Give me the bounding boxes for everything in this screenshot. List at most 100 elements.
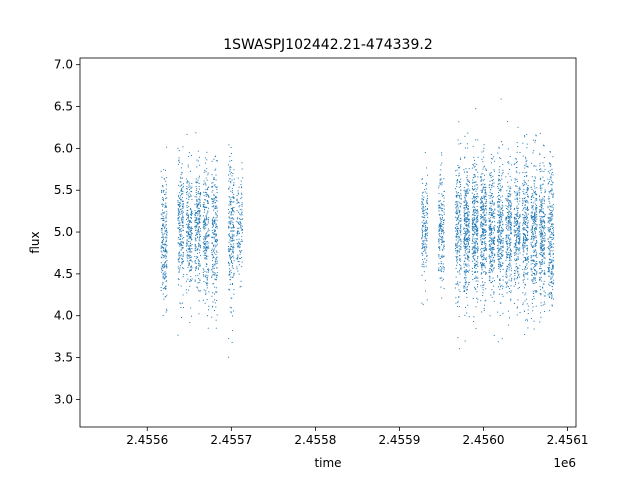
- data-point: [214, 241, 216, 243]
- data-point: [187, 278, 189, 280]
- data-point: [459, 254, 461, 256]
- data-point: [518, 249, 520, 251]
- data-point: [468, 226, 470, 228]
- data-point: [180, 217, 182, 219]
- data-point: [481, 196, 483, 198]
- data-point: [497, 206, 499, 208]
- data-point: [457, 250, 459, 252]
- data-point: [463, 266, 465, 268]
- data-point: [185, 249, 187, 251]
- data-point: [548, 182, 550, 184]
- data-point: [524, 294, 526, 296]
- data-point: [204, 243, 206, 245]
- data-point: [203, 226, 205, 228]
- data-point: [549, 235, 551, 237]
- data-point: [202, 271, 204, 273]
- data-point: [455, 255, 457, 257]
- data-point: [213, 246, 215, 248]
- data-point: [509, 256, 511, 258]
- data-point: [474, 162, 476, 164]
- data-point: [488, 213, 490, 215]
- data-point: [214, 212, 216, 214]
- data-point: [506, 252, 508, 254]
- data-point: [534, 191, 536, 193]
- data-point: [188, 219, 190, 221]
- data-point: [204, 224, 206, 226]
- data-point: [186, 181, 188, 183]
- data-point: [490, 266, 492, 268]
- data-point: [468, 284, 470, 286]
- data-point: [532, 241, 534, 243]
- data-point: [523, 188, 525, 190]
- data-point: [439, 224, 441, 226]
- data-point: [216, 192, 218, 193]
- data-point: [471, 243, 473, 245]
- data-point: [182, 200, 184, 202]
- data-point: [182, 219, 184, 221]
- data-point: [532, 255, 534, 257]
- data-point: [532, 231, 534, 233]
- data-point: [206, 243, 208, 245]
- data-point: [465, 222, 467, 224]
- data-point: [205, 233, 207, 235]
- data-point: [178, 192, 180, 194]
- data-point: [549, 293, 551, 295]
- data-point: [514, 224, 516, 226]
- data-point: [163, 250, 165, 252]
- data-point: [455, 200, 457, 202]
- data-point: [189, 255, 191, 257]
- data-point: [472, 279, 474, 281]
- data-point: [510, 201, 512, 203]
- data-point: [518, 240, 520, 242]
- data-point: [517, 266, 519, 268]
- data-point: [216, 241, 218, 243]
- data-point: [237, 261, 239, 263]
- data-point: [526, 191, 528, 193]
- data-point: [508, 215, 510, 217]
- data-point: [198, 218, 200, 220]
- data-point: [466, 237, 468, 239]
- data-point: [213, 220, 215, 222]
- data-point: [443, 178, 445, 180]
- data-point: [198, 282, 200, 284]
- data-point: [213, 205, 215, 207]
- data-point: [499, 210, 501, 212]
- data-point: [232, 267, 234, 269]
- data-point: [515, 214, 517, 216]
- data-point: [506, 242, 508, 244]
- data-point: [483, 247, 485, 249]
- data-point: [536, 199, 538, 201]
- data-point: [500, 221, 502, 223]
- data-point: [551, 246, 553, 248]
- data-point: [466, 243, 468, 245]
- data-point: [189, 244, 191, 246]
- data-point: [177, 266, 179, 268]
- data-point: [465, 268, 467, 270]
- data-point: [522, 223, 524, 225]
- data-point: [456, 196, 458, 198]
- data-point: [180, 230, 182, 232]
- data-point: [471, 224, 473, 226]
- data-point: [456, 210, 458, 212]
- data-point: [161, 269, 163, 271]
- data-point: [526, 247, 528, 249]
- data-point: [526, 267, 528, 269]
- data-point: [238, 242, 240, 244]
- data-point: [505, 219, 507, 221]
- data-point: [474, 277, 476, 279]
- data-point: [206, 232, 208, 234]
- data-point: [227, 209, 229, 211]
- data-point: [229, 165, 231, 167]
- data-point: [551, 223, 552, 225]
- data-point: [211, 254, 213, 256]
- data-point: [508, 219, 510, 221]
- data-point: [476, 243, 478, 245]
- data-point: [509, 211, 511, 213]
- data-point: [499, 157, 501, 159]
- data-point: [240, 198, 242, 200]
- data-point: [525, 258, 527, 260]
- data-point: [440, 286, 442, 288]
- data-point: [197, 287, 199, 289]
- data-point: [182, 267, 184, 269]
- data-point: [441, 225, 443, 227]
